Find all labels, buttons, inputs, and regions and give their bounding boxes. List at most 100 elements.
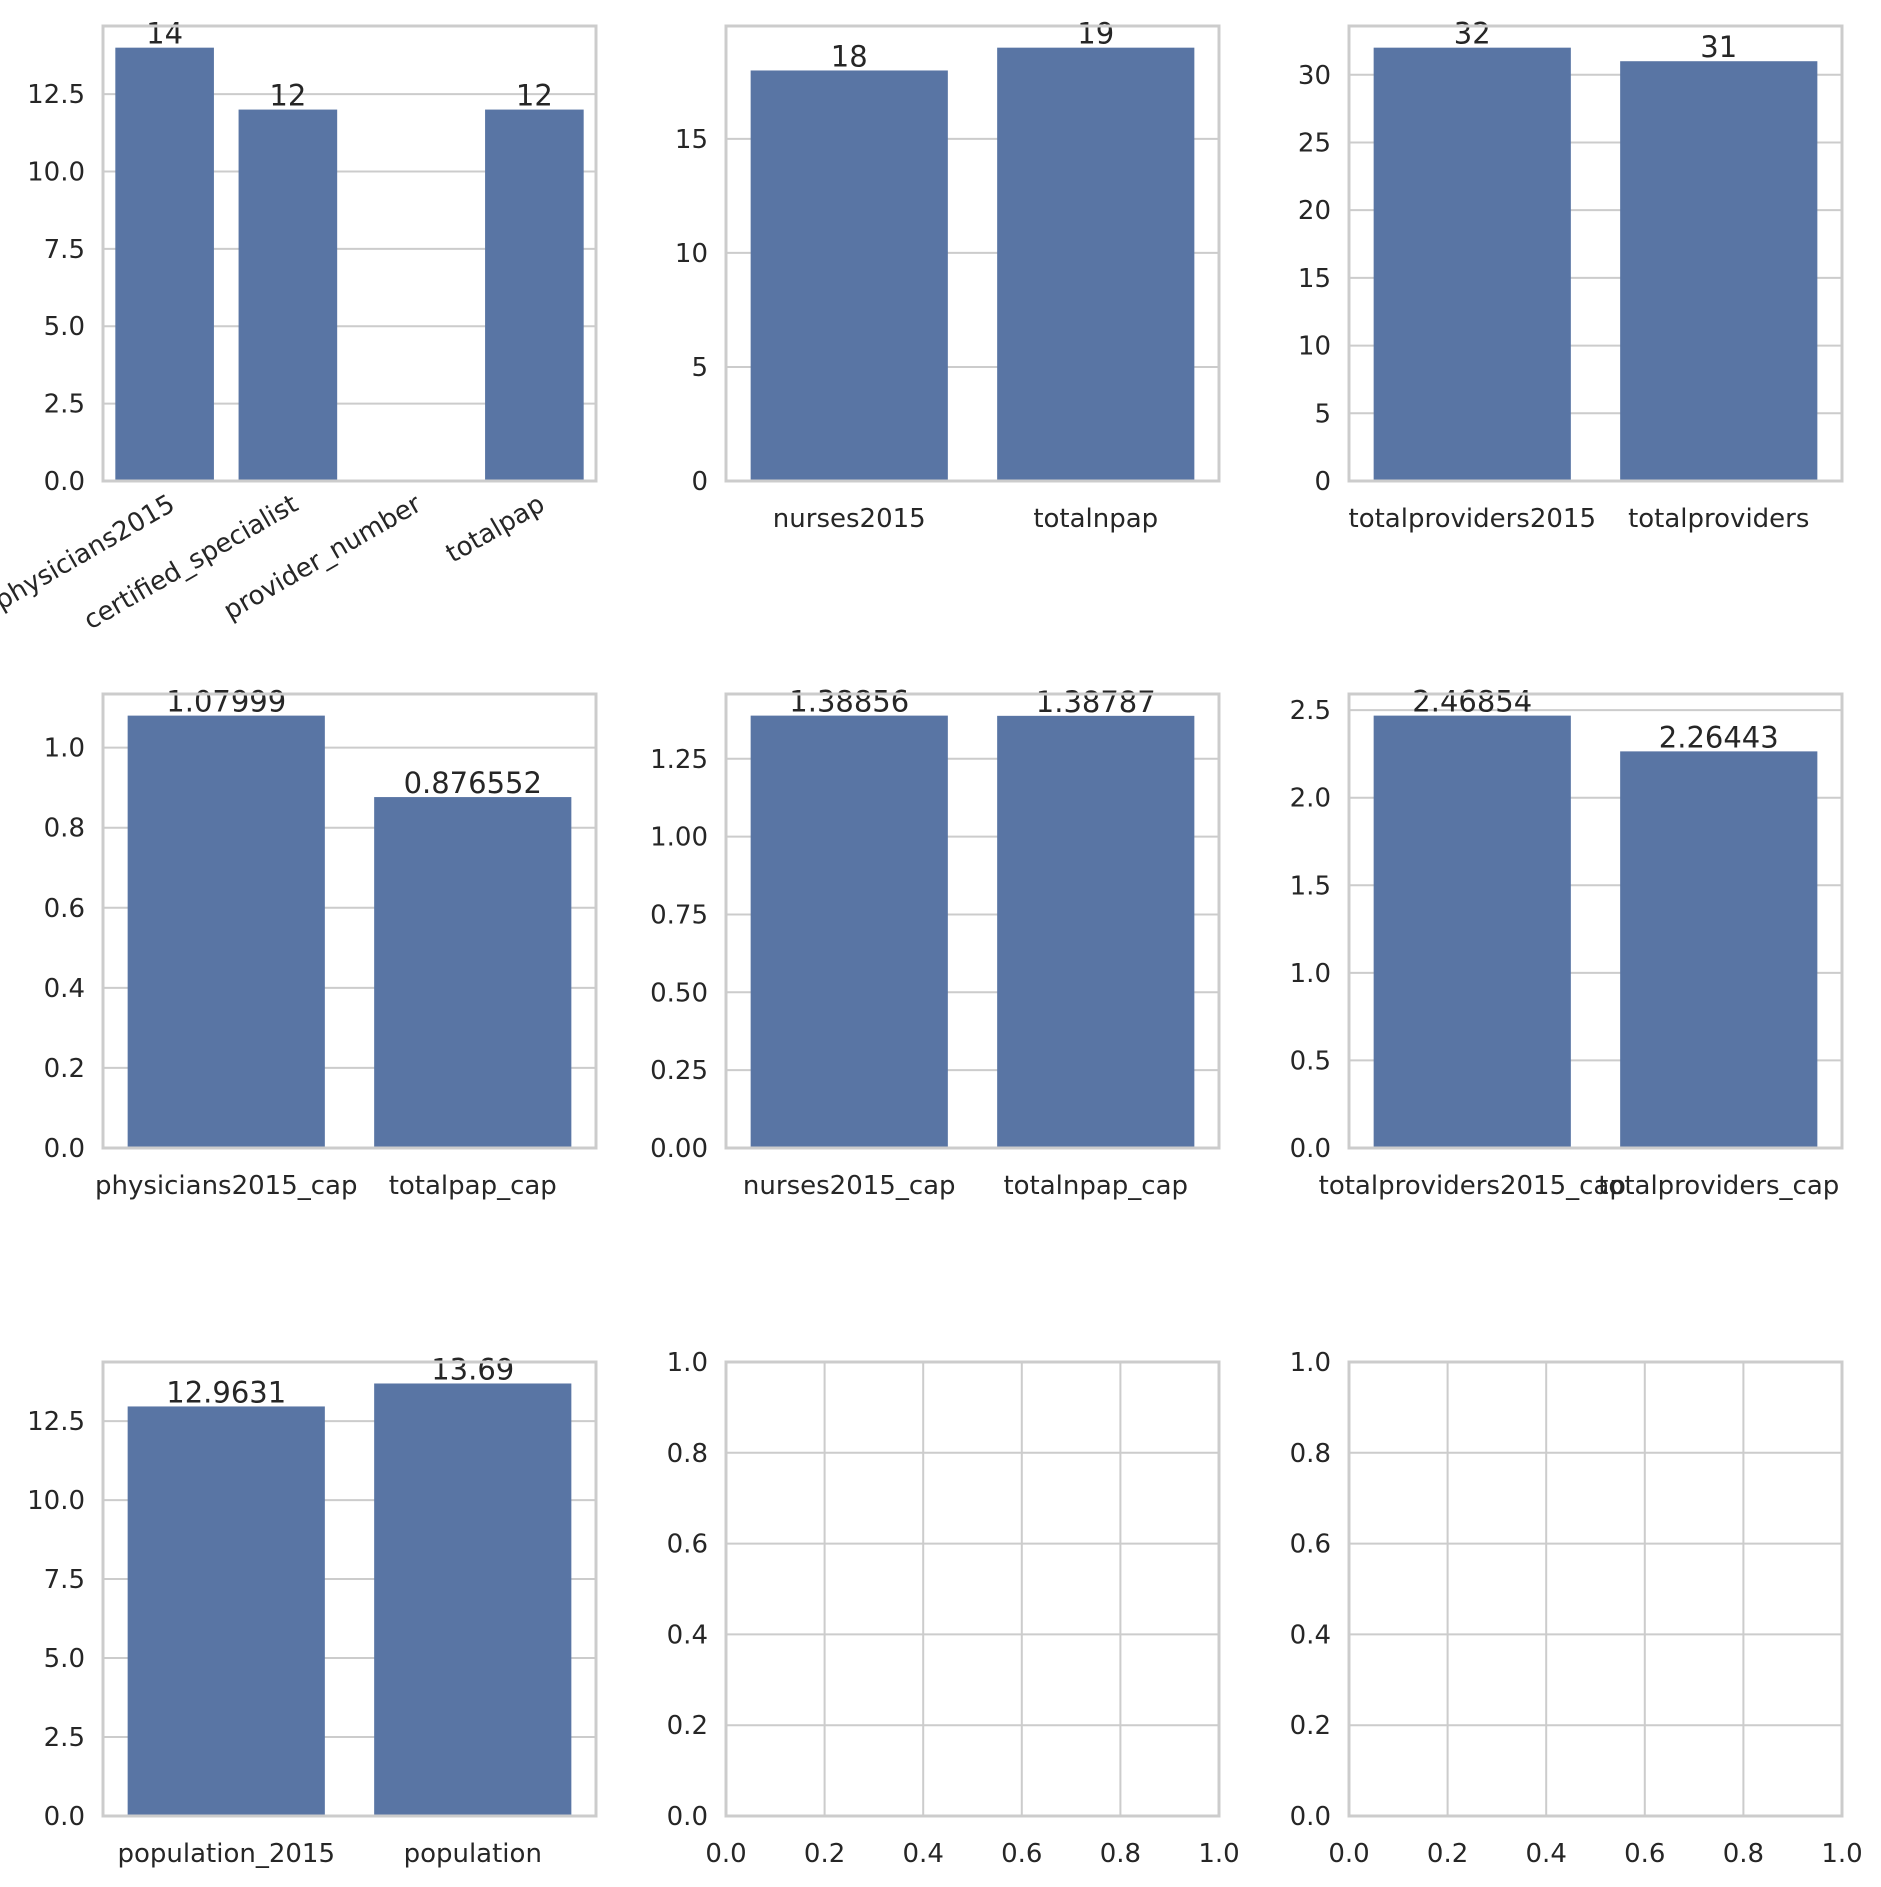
y-tick-label: 0.5 (1290, 1046, 1331, 1076)
y-tick-label: 5 (691, 353, 708, 383)
chart-panel-8: 0.0 0.2 0.4 0.6 0.8 1.0 0.0 0.2 0.4 0.6 0.8 1.0 (667, 1348, 1240, 1869)
y-tick-label: 1.0 (667, 1348, 708, 1378)
bar (1373, 47, 1571, 482)
axes-frame (724, 1360, 1221, 1818)
axes-frame (1347, 692, 1844, 1150)
y-tick-label: 0.8 (667, 1439, 708, 1469)
x-tick-label: nurses2015_cap (743, 1171, 956, 1201)
x-tick-label: 0.6 (1624, 1839, 1665, 1869)
x-tick-label: 0.4 (1526, 1839, 1567, 1869)
chart-panel-4: 0.0 0.2 0.4 0.6 0.8 1.0 1.07999 physicians2015_… (44, 685, 598, 1201)
data-label: 2.26443 (1659, 720, 1779, 754)
y-tick-label: 2.0 (1290, 784, 1331, 814)
y-tick-label: 12.5 (27, 1407, 85, 1437)
x-tick-label: nurses2015 (773, 504, 926, 534)
y-tick-label: 0.0 (1290, 1802, 1331, 1832)
y-tick-label: 2.5 (1290, 696, 1331, 726)
y-tick-label: 0.0 (667, 1802, 708, 1832)
chart-panel-2: 0 5 10 15 18 nurses2015 19 totalnpap (675, 17, 1221, 534)
axes-frame (101, 24, 598, 483)
data-label: 32 (1454, 17, 1491, 51)
x-tick-label: totalproviders2015_cap (1319, 1171, 1626, 1201)
chart-panel-7: 0.0 2.5 5.0 7.5 10.0 12.5 12.9631 population_20… (27, 1352, 598, 1869)
x-tick-label: 0.2 (804, 1839, 845, 1869)
y-tick-label: 0.2 (44, 1054, 85, 1084)
bar (485, 109, 584, 482)
y-tick-label: 0.2 (1290, 1711, 1331, 1741)
axes-frame (101, 692, 598, 1150)
data-label: 0.876552 (404, 766, 542, 800)
data-label: 12 (516, 79, 553, 113)
data-label: 18 (831, 39, 868, 73)
axes-frame (101, 1360, 598, 1818)
data-label: 1.07999 (166, 685, 286, 719)
chart-panel-6: 0.0 0.5 1.0 1.5 2.0 2.5 2.46854 totalproviders2… (1290, 685, 1844, 1201)
y-tick-label: 0.6 (667, 1530, 708, 1560)
x-tick-label: population_2015 (117, 1839, 335, 1869)
x-tick-label: certified_specialist (79, 489, 304, 636)
y-tick-label: 1.0 (1290, 959, 1331, 989)
bar (997, 715, 1195, 1148)
axes-frame (724, 24, 1221, 483)
x-tick-label: totalnpap (1033, 504, 1158, 534)
y-tick-label: 0.25 (650, 1056, 708, 1086)
x-tick-label: 0.8 (1100, 1839, 1141, 1869)
bar (750, 715, 948, 1148)
y-tick-label: 10 (1298, 332, 1331, 362)
axes-frame (1347, 24, 1844, 483)
bar (997, 47, 1195, 482)
y-tick-label: 1.5 (1290, 871, 1331, 901)
y-tick-label: 2.5 (44, 390, 85, 420)
y-tick-label: 15 (675, 125, 708, 155)
y-tick-label: 7.5 (44, 235, 85, 265)
chart-panel-5: 0.00 0.25 0.50 0.75 1.00 1.25 1.38856 nurses201… (650, 685, 1221, 1201)
y-tick-label: 25 (1298, 128, 1331, 158)
bar (127, 1406, 325, 1816)
y-tick-label: 0.00 (650, 1134, 708, 1164)
bar (1620, 61, 1818, 481)
y-tick-label: 0.4 (44, 974, 85, 1004)
data-label: 14 (146, 17, 183, 51)
x-tick-label: totalnpap_cap (1003, 1171, 1188, 1201)
bar (115, 47, 214, 482)
bar (1373, 715, 1571, 1148)
y-tick-label: 0.0 (44, 1134, 85, 1164)
x-tick-label: 0.0 (705, 1839, 746, 1869)
y-tick-label: 0.0 (44, 1802, 85, 1832)
y-tick-label: 0.6 (44, 894, 85, 924)
bar (374, 1383, 572, 1816)
data-label: 13.69 (431, 1352, 514, 1386)
chart-panel-3: 0 5 10 15 20 25 30 32 totalproviders2015 31 totalp… (1298, 17, 1844, 534)
x-tick-label: 1.0 (1198, 1839, 1239, 1869)
y-tick-label: 5 (1314, 399, 1331, 429)
y-tick-label: 0.2 (667, 1711, 708, 1741)
y-tick-label: 7.5 (44, 1565, 85, 1595)
y-tick-label: 0.8 (1290, 1439, 1331, 1469)
data-label: 1.38787 (1036, 685, 1156, 719)
axes-frame (1347, 1360, 1844, 1818)
y-tick-label: 2.5 (44, 1723, 85, 1753)
y-tick-label: 10 (675, 239, 708, 269)
y-tick-label: 0.50 (650, 978, 708, 1008)
y-tick-label: 0.75 (650, 900, 708, 930)
chart-panel-1: 0.02.55.07.510.012.514physicians201512ce… (0, 17, 598, 636)
y-tick-label: 15 (1298, 264, 1331, 294)
y-tick-label: 12.5 (27, 80, 85, 110)
data-label: 2.46854 (1412, 685, 1532, 719)
x-tick-label: totalpap_cap (389, 1171, 557, 1201)
y-tick-label: 0.0 (1290, 1134, 1331, 1164)
y-tick-label: 1.00 (650, 823, 708, 853)
x-tick-label: physicians2015_cap (95, 1171, 358, 1201)
y-tick-label: 0.4 (1290, 1620, 1331, 1650)
y-tick-label: 1.0 (44, 734, 85, 764)
y-tick-label: 10.0 (27, 157, 85, 187)
data-label: 12 (269, 79, 306, 113)
data-label: 12.9631 (166, 1375, 286, 1409)
y-tick-label: 5.0 (44, 312, 85, 342)
bar (1620, 751, 1818, 1148)
y-tick-label: 10.0 (27, 1486, 85, 1516)
y-tick-label: 5.0 (44, 1644, 85, 1674)
data-label: 1.38856 (789, 685, 909, 719)
x-tick-label: 0.6 (1001, 1839, 1042, 1869)
